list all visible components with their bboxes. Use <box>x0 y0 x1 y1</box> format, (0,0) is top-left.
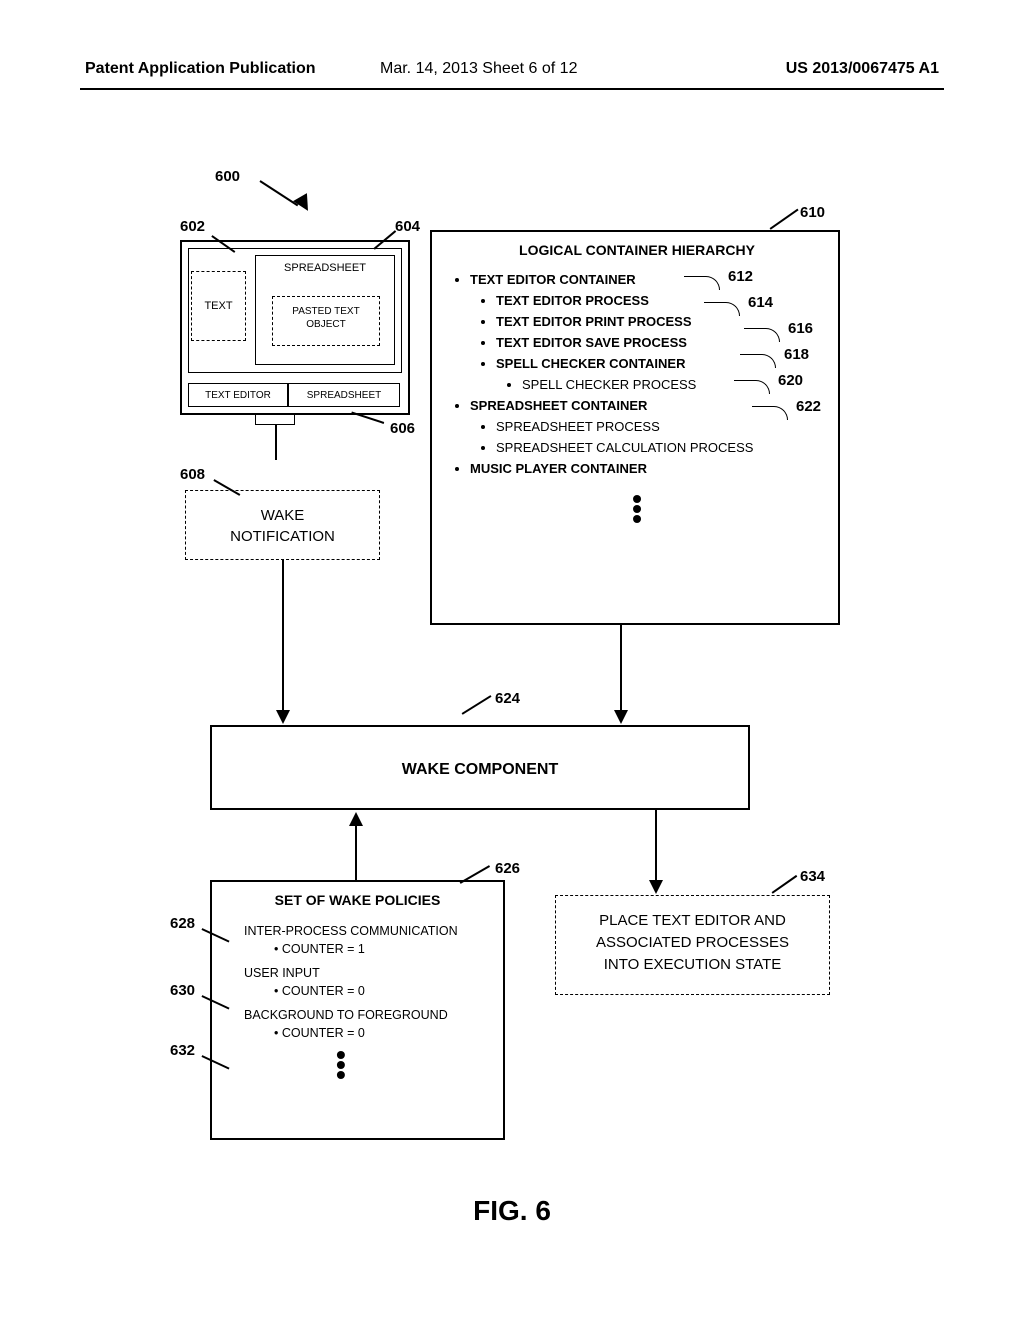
leader-622 <box>752 406 788 420</box>
policy-ipc-counter: COUNTER = 1 <box>274 942 489 956</box>
lch-spreadsheet-calc: SPREADSHEET CALCULATION PROCESS <box>496 440 753 455</box>
policy-bg-to-fg: BACKGROUND TO FOREGROUND <box>244 1008 489 1022</box>
window-602: TEXT SPREADSHEET PASTED TEXTOBJECT TEXT … <box>180 240 410 415</box>
lch-vdots: ••• <box>450 494 824 523</box>
leader-624 <box>462 695 492 714</box>
arrow-600-shaft <box>259 180 298 206</box>
arrow-wn-to-wc-head <box>276 710 290 724</box>
lch-text-editor-save: TEXT EDITOR SAVE PROCESS <box>496 335 687 350</box>
arrow-pol-to-wc-head <box>349 812 363 826</box>
ref-614: 614 <box>748 294 773 311</box>
leader-612 <box>684 276 720 290</box>
ref-612: 612 <box>728 268 753 285</box>
leader-614 <box>704 302 740 316</box>
ref-608: 608 <box>180 466 205 483</box>
leader-618 <box>740 354 776 368</box>
lch-spell-checker-process: SPELL CHECKER PROCESS <box>522 377 696 392</box>
ref-604: 604 <box>395 218 420 235</box>
arrow-wn-to-wc-line <box>282 560 284 712</box>
policies-title: SET OF WAKE POLICIES <box>226 892 489 908</box>
wake-notification-box: WAKENOTIFICATION <box>185 490 380 560</box>
leader-620 <box>734 380 770 394</box>
arrow-600-head <box>293 193 315 215</box>
arrow-lch-to-wc-line <box>620 625 622 712</box>
leader-610 <box>770 209 799 230</box>
ref-634: 634 <box>800 868 825 885</box>
ref-618: 618 <box>784 346 809 363</box>
arrow-wc-to-result-head <box>649 880 663 894</box>
policy-user-input-counter: COUNTER = 0 <box>274 984 489 998</box>
ref-632: 632 <box>170 1042 195 1059</box>
figure-label: FIG. 6 <box>0 1195 1024 1227</box>
ref-622: 622 <box>796 398 821 415</box>
wake-component-box: WAKE COMPONENT <box>210 725 750 810</box>
policy-ipc: INTER-PROCESS COMMUNICATION <box>244 924 489 938</box>
ref-628: 628 <box>170 915 195 932</box>
pasted-text-object: PASTED TEXTOBJECT <box>272 296 380 346</box>
leader-634 <box>772 875 797 893</box>
tab-spreadsheet: SPREADSHEET <box>288 383 400 407</box>
ref-606: 606 <box>390 420 415 437</box>
header-mid: Mar. 14, 2013 Sheet 6 of 12 <box>380 60 577 78</box>
policies-vdots: ••• <box>336 1050 489 1079</box>
header-left: Patent Application Publication <box>85 60 316 78</box>
logical-container-hierarchy: LOGICAL CONTAINER HIERARCHY TEXT EDITOR … <box>430 230 840 625</box>
ref-610: 610 <box>800 204 825 221</box>
policy-user-input: USER INPUT <box>244 966 489 980</box>
ref-600: 600 <box>215 168 240 185</box>
page: Patent Application Publication Mar. 14, … <box>0 0 1024 1320</box>
header-rule <box>80 88 944 90</box>
ref-620: 620 <box>778 372 803 389</box>
spreadsheet-label: SPREADSHEET <box>256 256 394 274</box>
arrow-lch-to-wc-head <box>614 710 628 724</box>
header-right: US 2013/0067475 A1 <box>786 60 939 78</box>
arrow-pol-to-wc-line <box>355 825 357 880</box>
lch-text-editor-container: TEXT EDITOR CONTAINER <box>470 272 636 287</box>
policy-bg-to-fg-counter: COUNTER = 0 <box>274 1026 489 1040</box>
lch-music-player-container: MUSIC PLAYER CONTAINER <box>470 461 647 476</box>
spreadsheet-box: SPREADSHEET PASTED TEXTOBJECT <box>255 255 395 365</box>
lch-spreadsheet-container: SPREADSHEET CONTAINER <box>470 398 647 413</box>
result-box: PLACE TEXT EDITOR ANDASSOCIATED PROCESSE… <box>555 895 830 995</box>
ref-602: 602 <box>180 218 205 235</box>
ref-616: 616 <box>788 320 813 337</box>
lch-text-editor-print: TEXT EDITOR PRINT PROCESS <box>496 314 692 329</box>
window-foot <box>255 415 295 425</box>
ref-624: 624 <box>495 690 520 707</box>
window-inner: TEXT SPREADSHEET PASTED TEXTOBJECT <box>188 248 402 373</box>
lch-spell-checker-container: SPELL CHECKER CONTAINER <box>496 356 685 371</box>
lch-text-editor-process: TEXT EDITOR PROCESS <box>496 293 649 308</box>
leader-616 <box>744 328 780 342</box>
text-tab-dashed: TEXT <box>191 271 246 341</box>
lch-spreadsheet-process: SPREADSHEET PROCESS <box>496 419 660 434</box>
tab-text-editor: TEXT EDITOR <box>188 383 288 407</box>
lch-title: LOGICAL CONTAINER HIERARCHY <box>450 242 824 258</box>
ref-630: 630 <box>170 982 195 999</box>
window-foot-line <box>275 425 277 460</box>
ref-626: 626 <box>495 860 520 877</box>
wake-policies-box: SET OF WAKE POLICIES INTER-PROCESS COMMU… <box>210 880 505 1140</box>
arrow-wc-to-result-line <box>655 810 657 882</box>
